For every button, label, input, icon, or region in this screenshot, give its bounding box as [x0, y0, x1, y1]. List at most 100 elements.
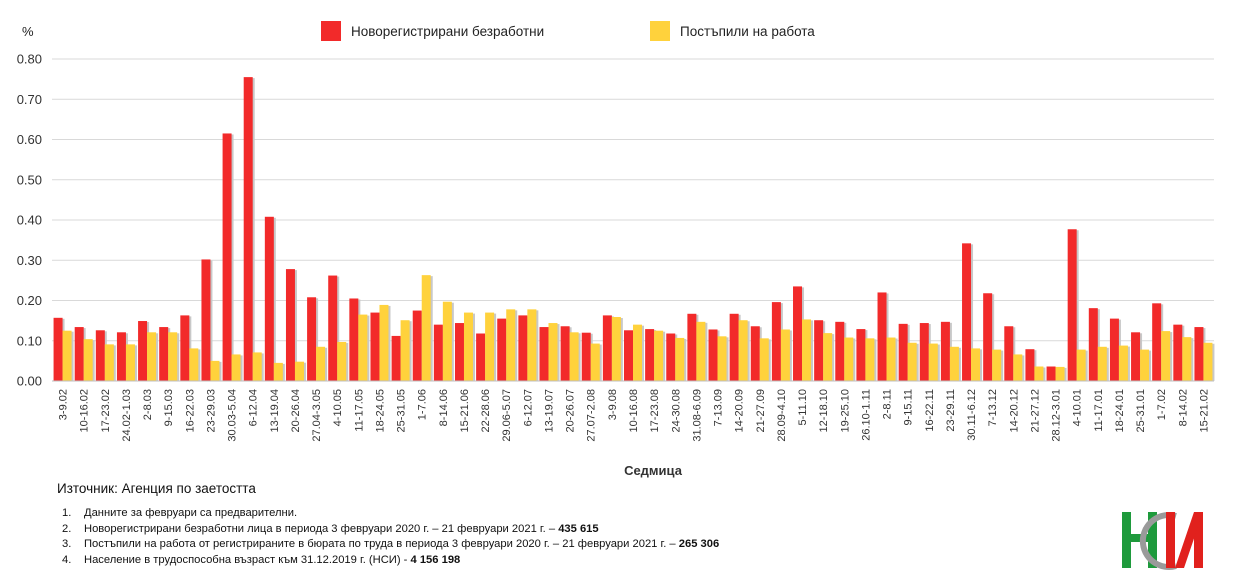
bar-employed [823, 333, 833, 381]
bar-new-unemployed [370, 312, 380, 381]
bar-new-unemployed [285, 269, 295, 381]
y-tick-label: 0.70 [17, 92, 42, 107]
x-tick-label: 26.10-1.11 [860, 389, 872, 441]
bar-new-unemployed [771, 302, 781, 381]
bar-employed [168, 332, 178, 381]
bar-new-unemployed [898, 323, 908, 381]
bar-new-unemployed [983, 293, 993, 381]
bar-employed [949, 346, 959, 381]
bar-new-unemployed [1152, 303, 1162, 381]
bar-new-unemployed [877, 292, 887, 381]
x-tick-label: 11-17.05 [353, 389, 365, 432]
x-tick-label: 30.03-5.04 [227, 389, 239, 442]
bar-employed [62, 330, 72, 381]
x-tick-label: 18-24.01 [1114, 389, 1126, 432]
bar-new-unemployed [962, 243, 972, 381]
bar-new-unemployed [666, 333, 676, 381]
x-tick-label: 20-26.07 [565, 389, 577, 432]
y-tick-label: 0.00 [17, 374, 42, 389]
bar-new-unemployed [454, 323, 464, 381]
y-tick-label: 0.30 [17, 253, 42, 268]
bar-new-unemployed [307, 297, 317, 381]
x-tick-label: 1-7.06 [417, 389, 429, 420]
legend: Новорегистрирани безработни Постъпили на… [321, 21, 815, 41]
x-tick-label: 3-9.02 [58, 389, 70, 420]
note-item: 1. Данните за февруари са предварителни. [62, 506, 719, 522]
bar-new-unemployed [793, 286, 803, 381]
bar-new-unemployed [729, 313, 739, 381]
bar-new-unemployed [1046, 366, 1056, 381]
bar-new-unemployed [856, 329, 866, 381]
bar-employed [210, 360, 220, 381]
bar-employed [886, 337, 896, 381]
x-tick-label: 13-19.07 [543, 389, 555, 432]
x-tick-label: 10-16.02 [79, 389, 91, 432]
bar-employed [506, 309, 516, 381]
legend-swatch-new-unemployed [321, 21, 341, 41]
bar-new-unemployed [1173, 324, 1183, 381]
bar-employed [358, 314, 368, 381]
note-number: 4. [62, 553, 72, 566]
x-tick-label: 18-24.05 [374, 389, 386, 432]
bar-new-unemployed [1004, 326, 1014, 381]
nsi-logo [1122, 512, 1203, 570]
x-tick-label: 10-16.08 [628, 389, 640, 432]
bar-employed [611, 317, 621, 381]
x-tick-label: 9-15.03 [163, 389, 175, 426]
x-tick-label: 27.04-3.05 [311, 389, 323, 442]
x-tick-label: 7-13.12 [987, 389, 999, 426]
x-tick-label: 25-31.01 [1135, 389, 1147, 432]
x-tick-label: 22-28.06 [480, 389, 492, 432]
x-tick-label: 29.06-5.07 [501, 389, 513, 442]
x-tick-label: 12-18.10 [818, 389, 830, 432]
bar-employed [1161, 331, 1171, 381]
bar-new-unemployed [1025, 349, 1035, 381]
bar-new-unemployed [602, 315, 612, 381]
bar-employed [442, 301, 452, 381]
note-value: 4 156 198 [410, 553, 461, 566]
x-tick-label: 9-15.11 [903, 389, 915, 426]
bar-employed [1203, 342, 1213, 381]
y-tick-label: 0.40 [17, 213, 42, 228]
x-tick-label: 6-12.07 [522, 389, 534, 426]
bar-new-unemployed [180, 315, 190, 381]
bar-new-unemployed [116, 332, 126, 381]
bar-employed [1013, 354, 1023, 381]
bar-employed [421, 275, 431, 381]
x-tick-label: 17-23.02 [100, 389, 112, 432]
x-tick-label: 25-31.05 [396, 389, 408, 432]
x-tick-label: 21-27.09 [755, 389, 767, 432]
x-tick-label: 23-29.11 [945, 389, 957, 432]
bar-new-unemployed [814, 320, 824, 381]
bar-new-unemployed [1067, 229, 1077, 381]
bar-new-unemployed [201, 259, 211, 381]
bar-employed [147, 332, 157, 381]
x-tick-label: 5-11.10 [797, 389, 809, 426]
x-tick-label: 16-22.11 [924, 389, 936, 432]
bar-new-unemployed [1088, 308, 1098, 381]
x-tick-label: 24-30.08 [670, 389, 682, 432]
bar-employed [802, 319, 812, 381]
bar-new-unemployed [349, 298, 359, 381]
bar-employed [316, 346, 326, 381]
bar-employed [928, 343, 938, 381]
bar-new-unemployed [539, 327, 549, 381]
note-item: 3. Постъпили на работа от регистрираните … [62, 537, 719, 553]
x-tick-label: 16-22.03 [184, 389, 196, 432]
x-tick-label: 8-14.02 [1177, 389, 1189, 426]
bar-new-unemployed [687, 313, 697, 381]
bar-employed [1055, 366, 1065, 381]
note-item: 4. Население в трудоспособна възраст към … [62, 553, 719, 569]
y-axis-label: % [22, 24, 34, 39]
bar-new-unemployed [518, 315, 528, 381]
bar-new-unemployed [581, 332, 591, 381]
x-tick-label: 15-21.06 [459, 389, 471, 432]
x-tick-label: 13-19.04 [269, 389, 281, 432]
x-tick-label: 28.09-4.10 [776, 389, 788, 442]
source-text: Източник: Агенция по заетостта [57, 481, 256, 496]
x-tick-label: 3-9.08 [607, 389, 619, 420]
y-tick-label: 0.10 [17, 333, 42, 348]
bar-employed [83, 339, 93, 381]
x-tick-label: 4-10.01 [1072, 389, 1084, 426]
bar-new-unemployed [328, 275, 338, 381]
